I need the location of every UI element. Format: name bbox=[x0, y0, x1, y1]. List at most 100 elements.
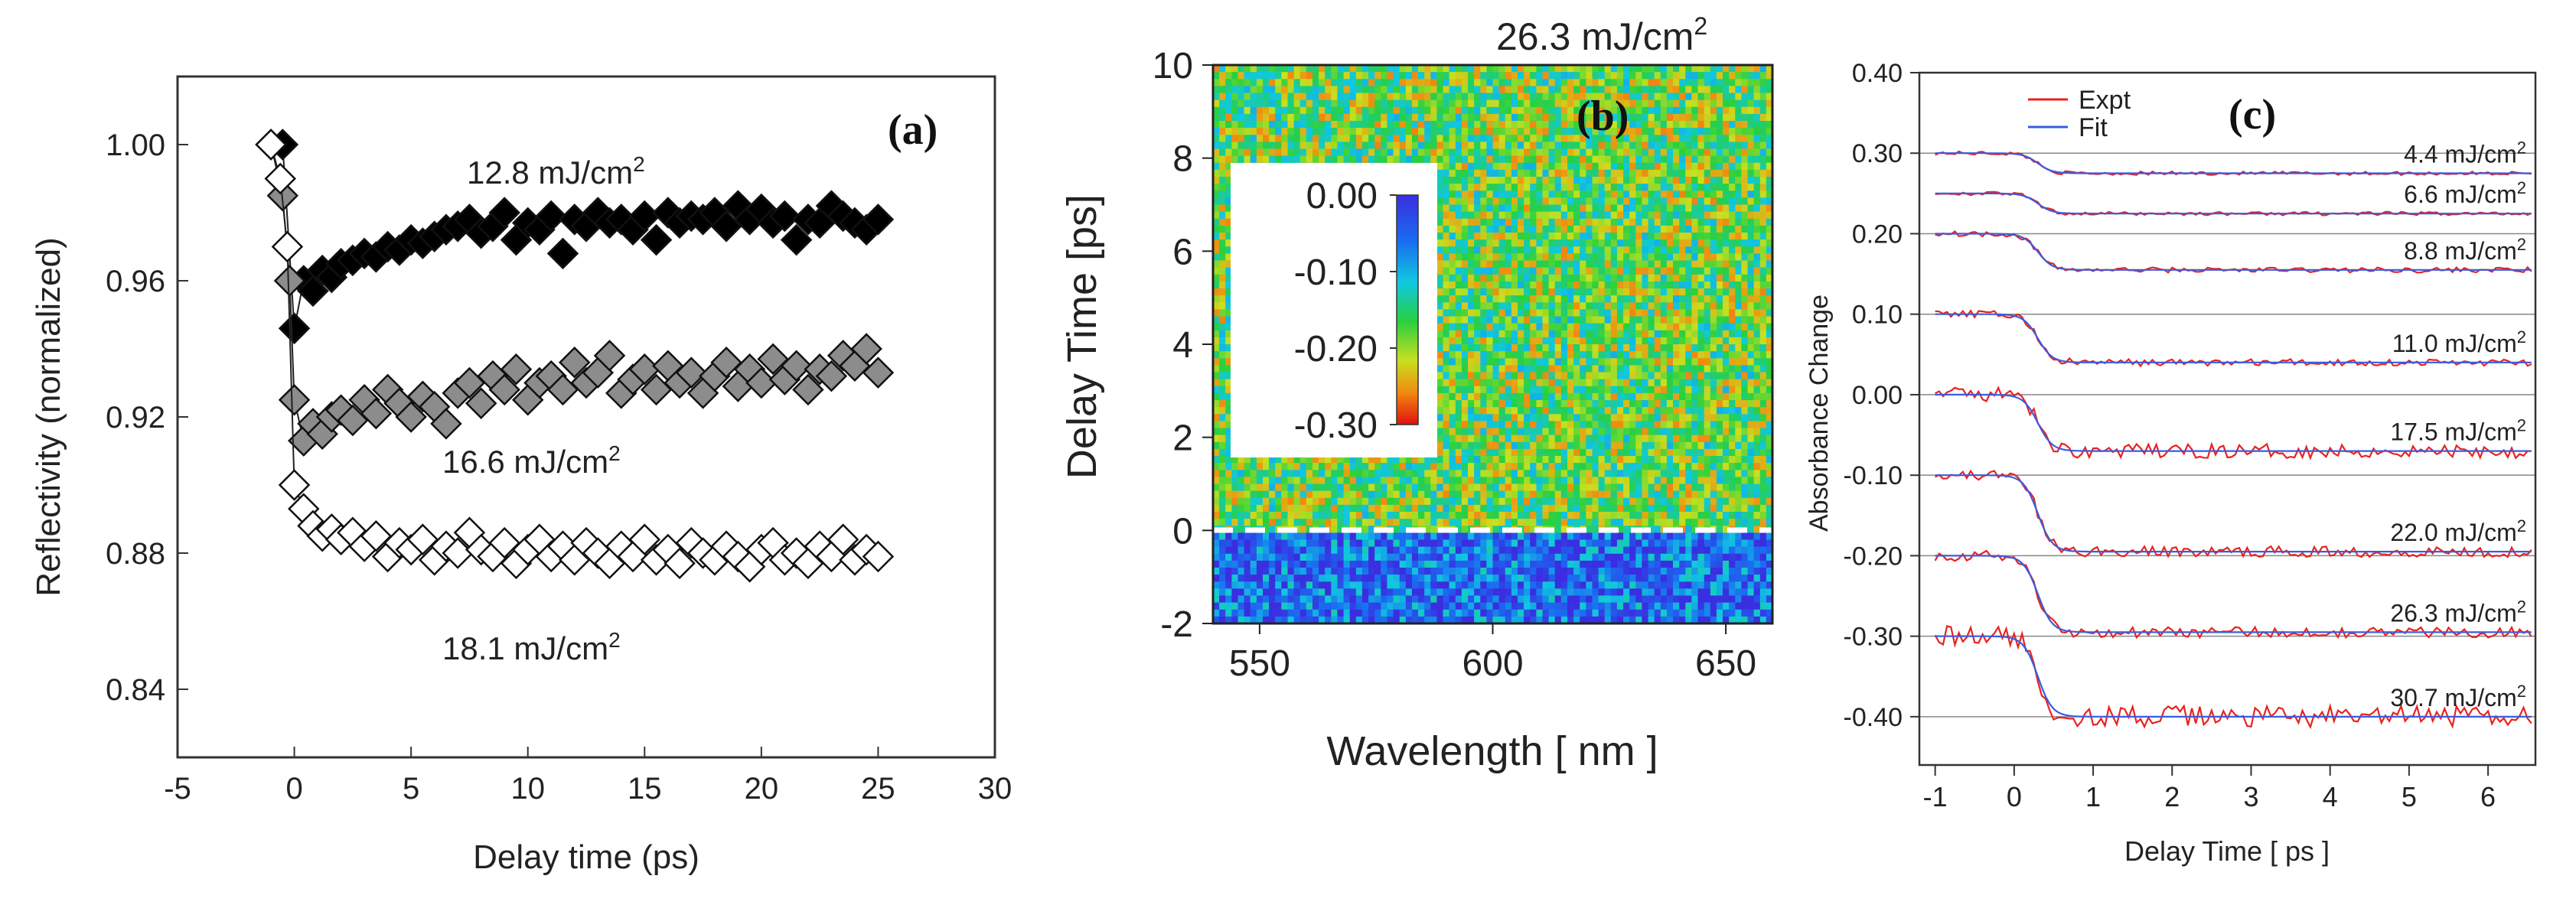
panel-b-heat-cell bbox=[1387, 121, 1394, 129]
panel-b-heat-cell bbox=[1710, 155, 1717, 164]
panel-b-heat-cell bbox=[1542, 239, 1550, 247]
panel-b-heat-cell bbox=[1598, 372, 1606, 380]
panel-a-y-ticks: 0.840.880.920.961.00 bbox=[106, 129, 188, 707]
panel-b-heat-cell bbox=[1393, 106, 1400, 115]
panel-b-heat-cell bbox=[1753, 400, 1761, 408]
panel-b-heat-cell bbox=[1554, 267, 1562, 275]
panel-b-heat-cell bbox=[1679, 386, 1686, 394]
panel-b-heat-cell bbox=[1567, 309, 1574, 317]
panel-b-heat-cell bbox=[1498, 295, 1506, 303]
panel-b-heat-cell bbox=[1542, 302, 1550, 310]
panel-b-heat-cell bbox=[1629, 421, 1636, 429]
panel-b-heat-cell bbox=[1598, 218, 1606, 226]
panel-b-heat-cell bbox=[1623, 428, 1630, 436]
panel-b-heat-cell bbox=[1293, 72, 1301, 80]
panel-b-heat-cell bbox=[1660, 316, 1668, 324]
panel-b-heat-cell bbox=[1673, 344, 1680, 352]
panel-b-heat-cell bbox=[1685, 428, 1692, 436]
panel-b-heat-cell bbox=[1430, 99, 1437, 108]
panel-b-heat-cell bbox=[1648, 400, 1655, 408]
panel-b-heat-cell bbox=[1474, 392, 1481, 401]
panel-b-heat-cell bbox=[1691, 281, 1699, 289]
panel-b-heat-cell bbox=[1759, 414, 1767, 422]
panel-b-heat-cell bbox=[1697, 281, 1705, 289]
panel-b-heat-cell bbox=[1560, 288, 1568, 296]
panel-b-heat-cell bbox=[1411, 106, 1419, 115]
panel-b-heat-cell bbox=[1474, 113, 1481, 122]
panel-b-heat-cell bbox=[1281, 65, 1288, 73]
panel-b-heat-cell bbox=[1729, 190, 1736, 198]
panel-b-heat-cell bbox=[1548, 128, 1556, 135]
panel-a-series-2-point bbox=[500, 353, 533, 386]
panel-b-heat-cell bbox=[1610, 162, 1618, 171]
panel-b-heat-cell bbox=[1747, 323, 1755, 331]
panel-b-heat-cell bbox=[1666, 99, 1674, 108]
panel-b-heat-cell bbox=[1716, 337, 1723, 345]
panel-b-heat-cell bbox=[1666, 79, 1674, 86]
panel-b-heat-cell bbox=[1753, 155, 1761, 164]
panel-b-heat-cell bbox=[1729, 142, 1736, 150]
panel-b-heat-cell bbox=[1654, 379, 1661, 387]
panel-b-heat-cell bbox=[1623, 148, 1630, 157]
panel-b-heat-cell bbox=[1648, 344, 1655, 352]
panel-b-heat-cell bbox=[1518, 323, 1524, 331]
panel-b-heat-cell bbox=[1548, 93, 1556, 101]
panel-b-heat-cell bbox=[1436, 253, 1444, 262]
panel-b-heat-cell bbox=[1735, 295, 1742, 303]
panel-a-series-2-point bbox=[360, 397, 393, 430]
panel-b-heat-cell bbox=[1325, 79, 1332, 86]
panel-b-heat-cell bbox=[1642, 65, 1649, 73]
panel-b-heat-cell bbox=[1666, 288, 1674, 296]
panel-b-heat-cell bbox=[1704, 148, 1711, 157]
panel-b-heat-cell bbox=[1610, 121, 1618, 129]
panel-b-heat-cell bbox=[1735, 190, 1742, 198]
panel-b-heat-cell bbox=[1498, 177, 1506, 184]
panel-b-heat-cell bbox=[1443, 162, 1450, 171]
panel-b-heat-cell bbox=[1449, 407, 1456, 415]
panel-b-heat-cell bbox=[1474, 309, 1481, 317]
panel-b-heat-cell bbox=[1654, 142, 1661, 150]
panel-b-heat-cell bbox=[1554, 274, 1562, 282]
panel-b-heat-cell bbox=[1635, 86, 1642, 94]
panel-b-heat-cell bbox=[1610, 316, 1618, 324]
panel-b-heat-cell bbox=[1325, 106, 1332, 115]
panel-b-heat-cell bbox=[1498, 330, 1506, 338]
panel-b-heat-cell bbox=[1610, 400, 1618, 408]
panel-b-heat-cell bbox=[1443, 392, 1450, 401]
panel-b-heat-cell bbox=[1436, 184, 1444, 191]
panel-b-heat-cell bbox=[1660, 93, 1668, 101]
panel-b-heat-cell bbox=[1567, 281, 1574, 289]
panel-b-heat-cell bbox=[1741, 351, 1749, 359]
panel-b-heat-cell bbox=[1231, 128, 1239, 135]
panel-b-heat-cell bbox=[1237, 65, 1245, 73]
panel-b-heat-cell bbox=[1586, 142, 1593, 150]
panel-b-heat-cell bbox=[1580, 121, 1586, 129]
panel-b-heat-cell bbox=[1592, 72, 1599, 80]
panel-b-heat-cell bbox=[1753, 421, 1761, 429]
panel-b-heat-cell bbox=[1219, 330, 1226, 338]
panel-b-heat-cell bbox=[1542, 162, 1550, 171]
panel-b-heat-cell bbox=[1691, 392, 1699, 401]
panel-b-heat-cell bbox=[1759, 337, 1767, 345]
panel-b-heat-cell bbox=[1673, 184, 1680, 191]
panel-b-heat-cell bbox=[1735, 239, 1742, 247]
panel-b-heat-cell bbox=[1704, 392, 1711, 401]
panel-b-heat-cell bbox=[1505, 93, 1512, 101]
panel-b-heat-cell bbox=[1604, 86, 1612, 94]
panel-b-heat-cell bbox=[1753, 428, 1761, 436]
panel-b-heat-cell bbox=[1604, 211, 1612, 220]
panel-b-heat-cell bbox=[1319, 142, 1325, 150]
panel-b-heat-cell bbox=[1629, 106, 1636, 115]
panel-b-heat-cell bbox=[1753, 414, 1761, 422]
panel-b-heat-cell bbox=[1560, 246, 1568, 254]
panel-b-heat-cell bbox=[1219, 316, 1226, 324]
panel-b-heat-cell bbox=[1679, 72, 1686, 80]
panel-b-heat-cell bbox=[1542, 113, 1550, 122]
panel-b-heat-cell bbox=[1685, 218, 1692, 226]
panel-b-heat-cell bbox=[1716, 162, 1723, 171]
panel-b-heat-cell bbox=[1468, 372, 1475, 380]
panel-b-heat-cell bbox=[1554, 113, 1562, 122]
panel-b-heat-cell bbox=[1586, 386, 1593, 394]
panel-b-heat-cell bbox=[1753, 65, 1761, 73]
panel-b-heat-cell bbox=[1753, 302, 1761, 310]
